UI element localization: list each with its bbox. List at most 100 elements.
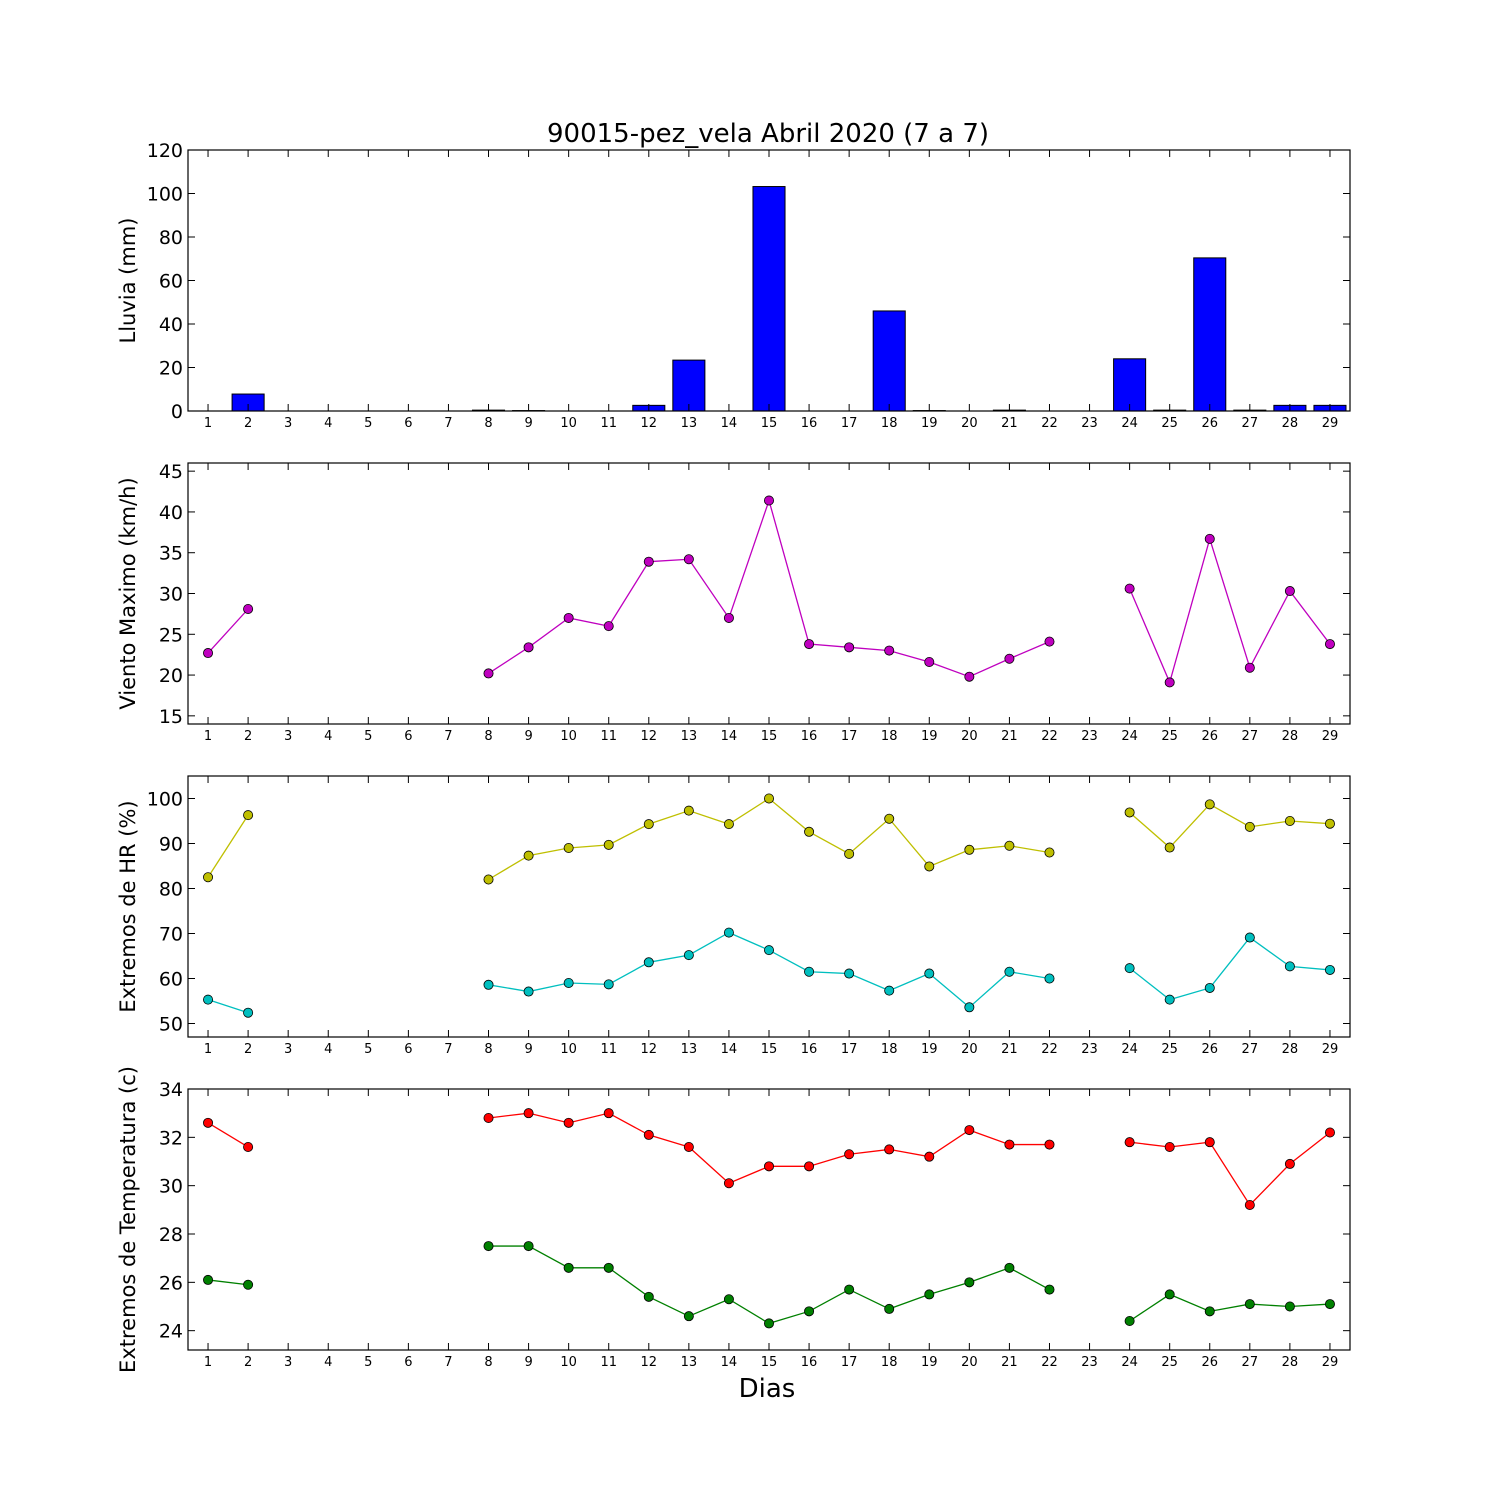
hr-xtick-label: 6 — [404, 1042, 412, 1057]
hr-xtick-label: 20 — [961, 1042, 978, 1057]
temp-t_max-point-day-17 — [844, 1149, 855, 1160]
hr-hr_min-line-1 — [207, 999, 249, 1014]
temp-t_min-point-day-18 — [884, 1303, 895, 1314]
hr-hr_min-point-day-1 — [203, 994, 214, 1005]
hr-xtick-label: 2 — [244, 1042, 252, 1057]
temp-xtick-label: 29 — [1322, 1355, 1339, 1370]
temp-t_max-line-1 — [207, 1122, 249, 1148]
hr-xtick-label: 11 — [600, 1042, 617, 1057]
temp-t_min-point-day-10 — [563, 1262, 574, 1273]
wind-wind-point-day-16 — [804, 639, 815, 650]
wind-xtick-label: 11 — [600, 729, 617, 744]
hr-hr_min-point-day-16 — [804, 966, 815, 977]
rain-xtick-label: 11 — [600, 416, 617, 431]
wind-xtick-label: 6 — [404, 729, 412, 744]
hr-xtick-label: 3 — [284, 1042, 292, 1057]
rain-xtick-label: 25 — [1161, 416, 1178, 431]
temp-t_max-point-day-22 — [1044, 1139, 1055, 1150]
rain-xtick-label: 9 — [524, 416, 532, 431]
hr-xtick-label: 4 — [324, 1042, 332, 1057]
wind-xtick-label: 2 — [244, 729, 252, 744]
temp-t_max-point-day-2 — [243, 1142, 254, 1153]
temp-t_max-point-day-24 — [1124, 1137, 1135, 1148]
temp-t_min-point-day-12 — [643, 1291, 654, 1302]
wind-wind-point-day-20 — [964, 671, 975, 682]
rain-xtick-label: 17 — [841, 416, 858, 431]
hr-hr_max-point-day-21 — [1004, 840, 1015, 851]
rain-bar-day-24 — [1113, 358, 1147, 412]
wind-wind-point-day-14 — [723, 612, 734, 623]
temp-axes-frame — [187, 1088, 1351, 1351]
wind-ytick-label: 35 — [159, 543, 183, 565]
wind-wind-point-day-22 — [1044, 636, 1055, 647]
hr-xtick-label: 16 — [801, 1042, 818, 1057]
wind-wind-point-day-11 — [603, 621, 614, 632]
hr-hr_max-line-3 — [1129, 803, 1331, 849]
temp-t_max-point-day-15 — [764, 1161, 775, 1172]
temp-xtick-label: 14 — [721, 1355, 738, 1370]
temp-t_min-point-day-27 — [1244, 1299, 1255, 1310]
wind-wind-point-day-25 — [1164, 677, 1175, 688]
temp-t_min-point-day-22 — [1044, 1284, 1055, 1295]
wind-xtick-label: 25 — [1161, 729, 1178, 744]
temp-xtick-label: 15 — [761, 1355, 778, 1370]
hr-xtick-label: 27 — [1242, 1042, 1259, 1057]
hr-xtick-label: 24 — [1121, 1042, 1138, 1057]
temp-ytick-label: 34 — [159, 1079, 183, 1101]
temp-xtick-label: 5 — [364, 1355, 372, 1370]
hr-hr_max-point-day-17 — [844, 848, 855, 859]
hr-hr_min-line-3 — [1129, 936, 1331, 1001]
chart-title: 90015-pez_vela Abril 2020 (7 a 7) — [547, 119, 989, 149]
wind-wind-point-day-18 — [884, 645, 895, 656]
rain-bar-day-15 — [752, 186, 786, 412]
temp-xtick-label: 24 — [1121, 1355, 1138, 1370]
rain-xtick-label: 18 — [881, 416, 898, 431]
temp-xtick-label: 12 — [641, 1355, 658, 1370]
temp-t_max-point-day-29 — [1324, 1127, 1335, 1138]
rain-xtick-label: 13 — [681, 416, 698, 431]
wind-wind-point-day-28 — [1284, 586, 1295, 597]
temp-t_min-point-day-26 — [1204, 1306, 1215, 1317]
temp-t_max-point-day-12 — [643, 1129, 654, 1140]
temp-t_max-point-day-18 — [884, 1144, 895, 1155]
hr-hr_max-point-day-14 — [723, 819, 734, 830]
temp-xtick-label: 26 — [1201, 1355, 1218, 1370]
hr-hr_max-point-day-10 — [563, 843, 574, 854]
wind-wind-point-day-29 — [1324, 639, 1335, 650]
temp-ytick-label: 24 — [159, 1321, 183, 1343]
temp-t_min-point-day-16 — [804, 1306, 815, 1317]
hr-ytick-label: 100 — [147, 789, 183, 811]
temp-t_max-point-day-28 — [1284, 1158, 1295, 1169]
temp-xtick-label: 11 — [600, 1355, 617, 1370]
hr-hr_max-point-day-24 — [1124, 807, 1135, 818]
wind-xtick-label: 16 — [801, 729, 818, 744]
wind-wind-point-day-1 — [203, 648, 214, 659]
hr-hr_min-point-day-26 — [1204, 982, 1215, 993]
hr-xtick-label: 1 — [204, 1042, 212, 1057]
hr-ytick-label: 90 — [159, 834, 183, 856]
wind-xtick-label: 19 — [921, 729, 938, 744]
wind-xtick-label: 14 — [721, 729, 738, 744]
rain-xtick-label: 20 — [961, 416, 978, 431]
temp-t_min-point-day-20 — [964, 1277, 975, 1288]
hr-hr_max-point-day-18 — [884, 813, 895, 824]
temp-xtick-label: 4 — [324, 1355, 332, 1370]
wind-xtick-label: 24 — [1121, 729, 1138, 744]
rain-xtick-label: 5 — [364, 416, 372, 431]
hr-ytick-label: 80 — [159, 879, 183, 901]
hr-xtick-label: 21 — [1001, 1042, 1018, 1057]
temp-xtick-label: 16 — [801, 1355, 818, 1370]
rain-xtick-label: 6 — [404, 416, 412, 431]
temp-xtick-label: 19 — [921, 1355, 938, 1370]
rain-ytick-label: 0 — [171, 401, 183, 423]
wind-xtick-label: 1 — [204, 729, 212, 744]
rain-ytick-label: 20 — [159, 358, 183, 380]
wind-wind-line-2 — [488, 498, 1050, 678]
hr-hr_max-line-2 — [488, 797, 1050, 881]
wind-xtick-label: 3 — [284, 729, 292, 744]
rain-xtick-label: 22 — [1041, 416, 1058, 431]
hr-hr_min-point-day-20 — [964, 1002, 975, 1013]
wind-xtick-label: 22 — [1041, 729, 1058, 744]
hr-hr_min-point-day-17 — [844, 968, 855, 979]
